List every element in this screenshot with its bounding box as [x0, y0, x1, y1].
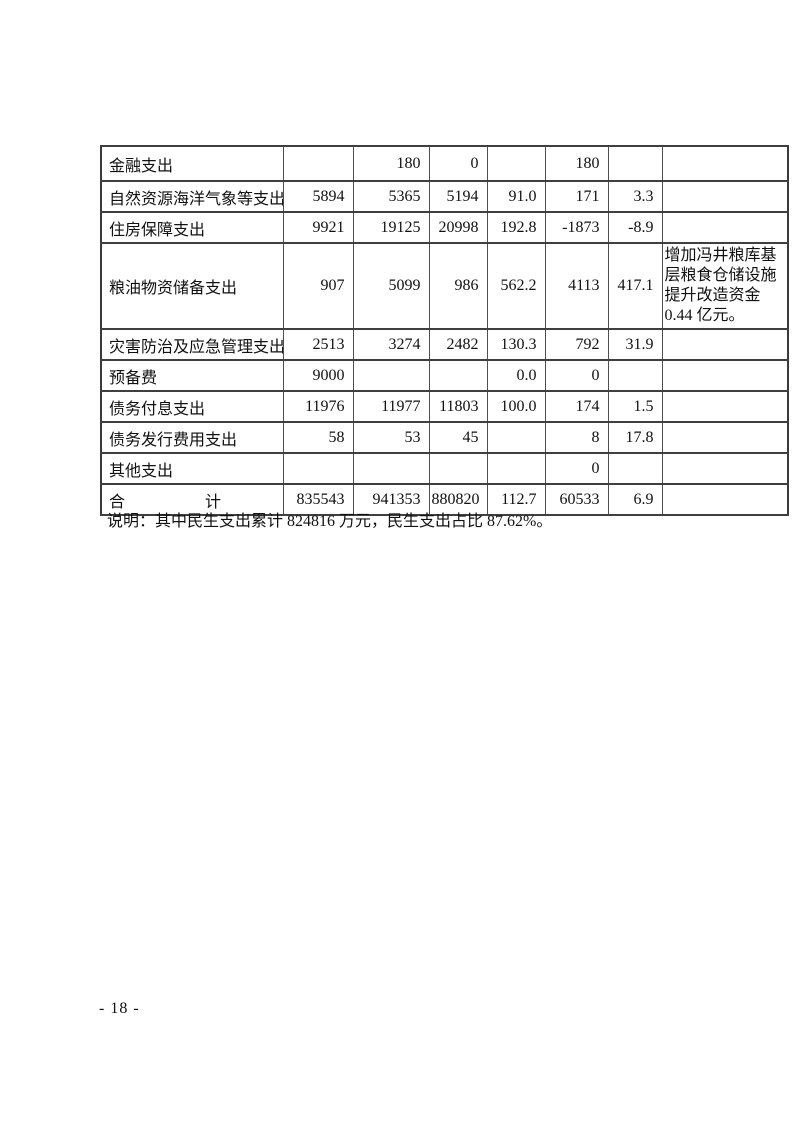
value-cell: 986 [428, 242, 488, 330]
value-cell: 45 [428, 421, 488, 454]
row-remark-cell [661, 359, 789, 392]
value-cell [352, 359, 430, 392]
value-cell: 100.0 [486, 390, 546, 423]
value-cell: 0.0 [486, 359, 546, 392]
row-remark-cell: 增加冯井粮库基层粮食仓储设施提升改造资金 0.44 亿元。 [661, 242, 789, 330]
value-cell: 5894 [282, 180, 354, 213]
value-cell: 792 [544, 328, 609, 361]
value-cell [282, 145, 354, 182]
page-number: - 18 - [99, 1000, 140, 1017]
value-cell: 1.5 [607, 390, 663, 423]
value-cell [428, 359, 488, 392]
row-remark-cell [661, 452, 789, 485]
value-cell: 8 [544, 421, 609, 454]
row-label-cell: 自然资源海洋气象等支出 [100, 180, 284, 213]
value-cell: 174 [544, 390, 609, 423]
table-row: 金融支出 180 0 180 [100, 145, 789, 182]
value-cell: 5194 [428, 180, 488, 213]
budget-table: 金融支出 180 0 180 自然资源海洋气象等支出 5894 5365 5194 91.0 17… [100, 145, 789, 516]
value-cell: 907 [282, 242, 354, 330]
value-cell: 3.3 [607, 180, 663, 213]
value-cell [607, 145, 663, 182]
value-cell: 4113 [544, 242, 609, 330]
row-label-cell: 金融支出 [100, 145, 284, 182]
row-label-cell: 灾害防治及应急管理支出 [100, 328, 284, 361]
value-cell [607, 359, 663, 392]
row-label-cell: 预备费 [100, 359, 284, 392]
table-row: 灾害防治及应急管理支出 2513 3274 2482 130.3 792 31.9 [100, 328, 789, 361]
row-label-cell: 债务付息支出 [100, 390, 284, 423]
value-cell: 11976 [282, 390, 354, 423]
row-label-cell: 债务发行费用支出 [100, 421, 284, 454]
row-remark-cell [661, 211, 789, 244]
value-cell: 0 [544, 452, 609, 485]
row-remark-cell [661, 390, 789, 423]
value-cell [352, 452, 430, 485]
table-footnote: 说明：其中民生支出累计 824816 万元，民生支出占比 87.62%。 [107, 513, 553, 530]
row-remark-cell [661, 483, 789, 516]
value-cell: 171 [544, 180, 609, 213]
value-cell: 880820 [428, 483, 488, 516]
table-row: 住房保障支出 9921 19125 20998 192.8 -1873 -8.9 [100, 211, 789, 244]
value-cell: 0 [428, 145, 488, 182]
value-cell: 3274 [352, 328, 430, 361]
value-cell: 417.1 [607, 242, 663, 330]
value-cell: 60533 [544, 483, 609, 516]
table-row: 债务发行费用支出 58 53 45 8 17.8 [100, 421, 789, 454]
value-cell [607, 452, 663, 485]
value-cell: 5365 [352, 180, 430, 213]
value-cell: 9000 [282, 359, 354, 392]
value-cell: 0 [544, 359, 609, 392]
row-remark-cell [661, 145, 789, 182]
row-label-cell: 合 计 [100, 483, 284, 516]
value-cell: -8.9 [607, 211, 663, 244]
row-remark-cell [661, 180, 789, 213]
value-cell: 180 [352, 145, 430, 182]
value-cell: 19125 [352, 211, 430, 244]
value-cell [486, 452, 546, 485]
value-cell: -1873 [544, 211, 609, 244]
value-cell: 58 [282, 421, 354, 454]
table-row: 债务付息支出 11976 11977 11803 100.0 174 1.5 [100, 390, 789, 423]
table-row: 其他支出 0 [100, 452, 789, 485]
value-cell: 130.3 [486, 328, 546, 361]
value-cell: 20998 [428, 211, 488, 244]
table-row: 自然资源海洋气象等支出 5894 5365 5194 91.0 171 3.3 [100, 180, 789, 213]
value-cell [486, 421, 546, 454]
row-remark-cell [661, 328, 789, 361]
table-row: 粮油物资储备支出 907 5099 986 562.2 4113 417.1 增加冯井粮库基层… [100, 242, 789, 330]
value-cell [428, 452, 488, 485]
value-cell: 6.9 [607, 483, 663, 516]
value-cell: 5099 [352, 242, 430, 330]
value-cell: 180 [544, 145, 609, 182]
value-cell: 31.9 [607, 328, 663, 361]
value-cell: 11977 [352, 390, 430, 423]
table-row: 合 计 835543 941353 880820 112.7 60533 6.9 [100, 483, 789, 516]
value-cell: 91.0 [486, 180, 546, 213]
value-cell [282, 452, 354, 485]
value-cell [486, 145, 546, 182]
row-label-cell: 住房保障支出 [100, 211, 284, 244]
value-cell: 9921 [282, 211, 354, 244]
value-cell: 562.2 [486, 242, 546, 330]
row-label-cell: 其他支出 [100, 452, 284, 485]
row-remark-cell [661, 421, 789, 454]
value-cell: 11803 [428, 390, 488, 423]
budget-table-body: 金融支出 180 0 180 自然资源海洋气象等支出 5894 5365 5194 91.0 17… [100, 145, 789, 516]
value-cell: 2482 [428, 328, 488, 361]
value-cell: 2513 [282, 328, 354, 361]
value-cell: 53 [352, 421, 430, 454]
row-label-cell: 粮油物资储备支出 [100, 242, 284, 330]
value-cell: 192.8 [486, 211, 546, 244]
table-row: 预备费 9000 0.0 0 [100, 359, 789, 392]
value-cell: 17.8 [607, 421, 663, 454]
value-cell: 835543 [282, 483, 354, 516]
